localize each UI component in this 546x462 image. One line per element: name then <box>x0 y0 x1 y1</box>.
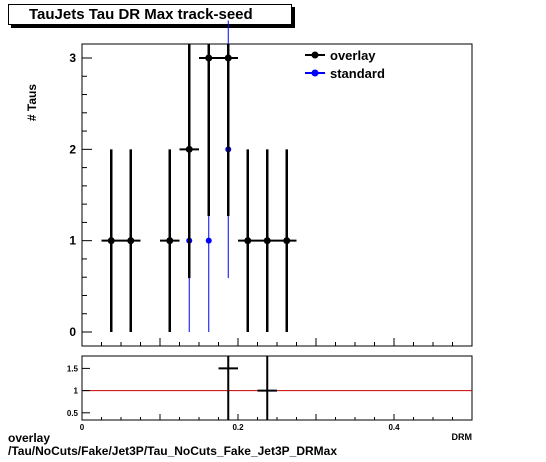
overlay-marker <box>127 237 135 245</box>
legend-overlay-label: overlay <box>330 48 376 63</box>
ratio-plot-frame <box>81 355 473 421</box>
footer-line-1: overlay <box>8 431 51 445</box>
y-tick-label: 1 <box>69 234 76 248</box>
legend-standard-label: standard <box>330 66 385 81</box>
y-tick-label: 0 <box>69 325 76 339</box>
y-axis-label: # Taus <box>25 84 39 121</box>
overlay-marker <box>205 54 213 62</box>
x-axis-label: DRM <box>452 432 473 442</box>
ratio-y-tick-label: 0.5 <box>67 409 79 418</box>
ratio-y-tick-label: 1.5 <box>67 364 79 373</box>
footer-text: overlay /Tau/NoCuts/Fake/Jet3P/Tau_NoCut… <box>8 432 337 458</box>
overlay-marker <box>185 145 193 153</box>
main-plot-frame <box>81 43 473 347</box>
overlay-marker <box>244 237 252 245</box>
y-tick-label: 3 <box>69 51 76 65</box>
footer-line-2: /Tau/NoCuts/Fake/Jet3P/Tau_NoCuts_Fake_J… <box>8 444 337 458</box>
overlay-marker <box>263 237 271 245</box>
overlay-marker <box>224 54 232 62</box>
standard-marker <box>205 237 212 244</box>
ratio-x-tick-label: 0 <box>80 423 85 432</box>
legend-standard-marker <box>311 69 319 77</box>
legend-overlay-marker <box>311 51 319 59</box>
overlay-marker <box>166 237 174 245</box>
chart-title-box: TauJets Tau DR Max track-seed <box>8 4 292 25</box>
ratio-x-tick-label: 0.2 <box>232 423 244 432</box>
overlay-marker <box>283 237 291 245</box>
ratio-x-tick-label: 0.4 <box>388 423 400 432</box>
y-tick-label: 2 <box>69 142 76 156</box>
ratio-y-tick-label: 1 <box>74 387 79 396</box>
overlay-marker <box>107 237 115 245</box>
chart-title: TauJets Tau DR Max track-seed <box>29 6 253 23</box>
